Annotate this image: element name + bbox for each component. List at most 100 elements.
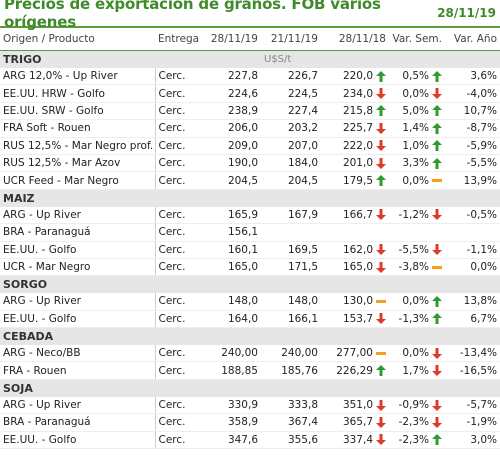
entrega-cell: Cerc. [154, 84, 201, 103]
price-week-ago-cell: 171,5 [261, 258, 321, 277]
section-header: TRIGO U$S/t [0, 50, 500, 68]
price-current-cell-text: 190,0 [227, 157, 258, 170]
section-name: MAIZ [0, 189, 261, 207]
var-anio-cell: 10,7% [445, 102, 500, 121]
arrow-down-icon [432, 347, 442, 359]
var-anio-cell: -5,9% [445, 137, 500, 155]
product-cell: RUS 12,5% - Mar Negro prof. [0, 137, 155, 155]
arrow-down-icon [432, 416, 442, 428]
var-anio-cell: -0,5% [445, 206, 500, 225]
price-week-ago-cell-text: 204,5 [287, 174, 318, 187]
var-sem-cell-text: -0,9% [398, 399, 429, 412]
var-sem-cell: 1,0% [389, 137, 445, 155]
arrow-down-icon [376, 434, 386, 446]
price-current-cell: 165,9 [201, 206, 261, 225]
price-year-ago-cell: 162,0 [321, 241, 389, 259]
section-unit [261, 379, 500, 397]
price-year-ago-cell: 337,4 [321, 431, 389, 450]
var-sem-cell: 3,3% [389, 154, 445, 173]
product-cell: EE.UU. - Golfo [0, 431, 155, 450]
price-week-ago-cell-text: 167,9 [287, 208, 318, 221]
price-week-ago-cell-text: 166,1 [287, 312, 318, 325]
entrega-cell: Cerc. [154, 241, 201, 259]
table-row: RUS 12,5% - Mar Negro prof. Cerc. 209,0 207… [0, 137, 500, 155]
var-anio-cell-text: 3,6% [470, 70, 497, 83]
product-cell-text: BRA - Paranaguá [3, 226, 91, 239]
col-header-date3: 28/11/18 [321, 28, 389, 51]
entrega-cell: Cerc. [154, 154, 201, 173]
var-sem-cell: 0,0% [389, 171, 445, 190]
var-anio-cell-text: 6,7% [470, 312, 497, 325]
col-header-var-anio: Var. Año [445, 28, 500, 51]
product-cell: BRA - Paranaguá [0, 413, 155, 432]
var-anio-cell: 3,6% [445, 68, 500, 86]
product-cell: FRA Soft - Rouen [0, 119, 155, 138]
arrow-down-icon [376, 88, 386, 100]
section-unit: U$S/t [261, 50, 500, 68]
arrow-down-icon [376, 261, 386, 273]
price-week-ago-cell-text: 171,5 [287, 261, 318, 274]
product-cell: UCR Feed - Mar Negro [0, 171, 155, 190]
section-name: SOJA [0, 379, 261, 397]
var-sem-cell-text: 0,0% [402, 87, 429, 100]
var-anio-cell-text: 0,0% [470, 261, 497, 274]
entrega-cell: Cerc. [154, 68, 201, 86]
entrega-cell-text: Cerc. [158, 157, 186, 170]
product-cell: RUS 12,5% - Mar Azov [0, 154, 155, 173]
var-anio-cell-text: -5,7% [466, 399, 497, 412]
var-anio-cell-text: 3,0% [470, 433, 497, 446]
var-anio-cell: 13,9% [445, 171, 500, 190]
price-current-cell: 240,00 [201, 345, 261, 363]
price-week-ago-cell-text: 184,0 [287, 157, 318, 170]
var-sem-cell: -2,3% [389, 413, 445, 432]
arrow-down-icon [432, 88, 442, 100]
title-bar: Precios de exportación de granos. FOB va… [0, 0, 500, 31]
price-current-cell-text: 209,0 [227, 139, 258, 152]
price-year-ago-cell-text: 215,8 [342, 104, 373, 117]
product-cell-text: ARG 12,0% - Up River [3, 70, 118, 83]
price-year-ago-cell [321, 223, 389, 242]
price-current-cell: 330,9 [201, 396, 261, 415]
price-year-ago-cell-text: 226,29 [336, 364, 373, 377]
price-current-cell: 206,0 [201, 119, 261, 138]
table-row: ARG - Up River Cerc. 148,0 148,0 130,0 0,0% 13… [0, 293, 500, 311]
section-name-text: SOJA [3, 381, 33, 395]
price-current-cell-text: 160,1 [227, 243, 258, 256]
price-current-cell: 209,0 [201, 137, 261, 155]
product-cell-text: EE.UU. - Golfo [3, 243, 77, 256]
arrow-down-icon [432, 209, 442, 221]
entrega-cell-text: Cerc. [158, 208, 186, 221]
price-week-ago-cell: 207,0 [261, 137, 321, 155]
product-cell: ARG - Up River [0, 293, 155, 311]
section-header: SORGO [0, 275, 500, 294]
arrow-down-icon [376, 122, 386, 134]
price-week-ago-cell: 367,4 [261, 413, 321, 432]
var-sem-cell: 0,5% [389, 68, 445, 86]
product-cell-text: ARG - Up River [3, 399, 81, 412]
product-cell-text: UCR - Mar Negro [3, 261, 91, 274]
var-sem-cell [389, 223, 445, 242]
price-current-cell-text: 204,5 [227, 174, 258, 187]
arrow-up-icon [432, 434, 442, 446]
price-week-ago-cell: 166,1 [261, 310, 321, 329]
var-anio-cell: 6,7% [445, 310, 500, 329]
price-year-ago-cell: 166,7 [321, 206, 389, 225]
arrow-up-icon [376, 105, 386, 117]
entrega-cell-text: Cerc. [158, 104, 186, 117]
price-current-cell: 156,1 [201, 223, 261, 242]
entrega-cell: Cerc. [154, 223, 201, 242]
product-cell: ARG 12,0% - Up River [0, 68, 155, 86]
var-sem-cell: 5,0% [389, 102, 445, 121]
table-row: EE.UU. - Golfo Cerc. 160,1 169,5 162,0 -5,5% -… [0, 241, 500, 259]
price-year-ago-cell-text: 220,0 [342, 70, 373, 83]
price-year-ago-cell-text: 166,7 [342, 208, 373, 221]
section-unit-text: U$S/t [264, 54, 292, 65]
var-anio-cell-text: -5,5% [466, 157, 497, 170]
price-week-ago-cell: 240,00 [261, 345, 321, 363]
var-sem-cell-text: -2,3% [398, 416, 429, 429]
table-row: EE.UU. - Golfo Cerc. 347,6 355,6 337,4 -2,3% 3… [0, 431, 500, 450]
var-sem-cell: 0,0% [389, 84, 445, 103]
var-sem-cell-text: -2,3% [398, 433, 429, 446]
section-name-text: SORGO [3, 278, 48, 292]
price-current-cell: 347,6 [201, 431, 261, 450]
